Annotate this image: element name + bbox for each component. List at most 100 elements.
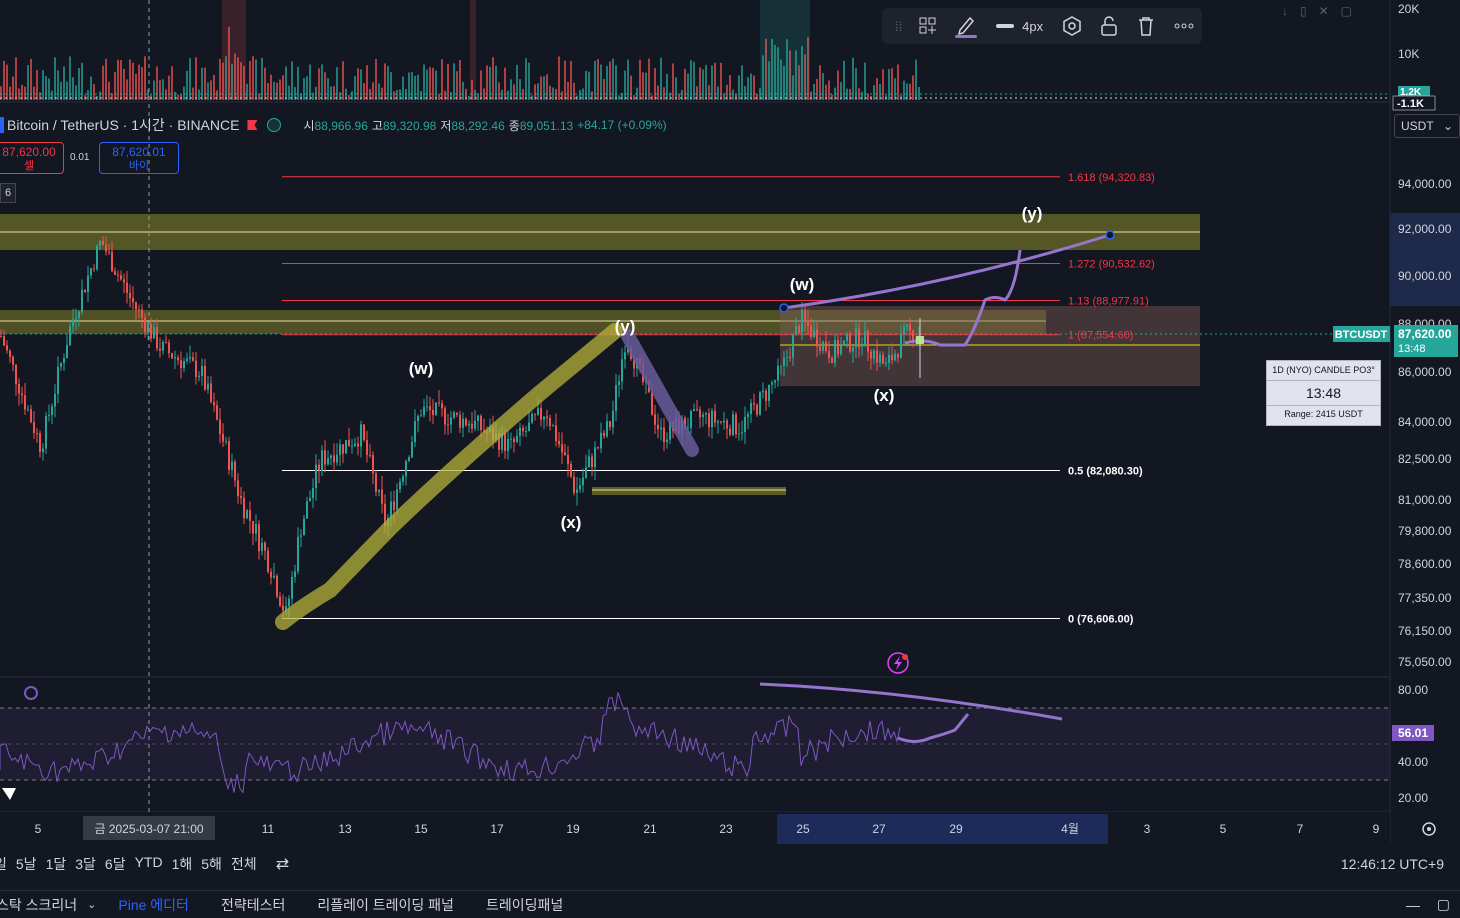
volume-bar bbox=[702, 69, 704, 100]
tab-replay-panel[interactable]: 리플레이 트레이딩 패널 bbox=[317, 896, 454, 913]
volume-bar bbox=[0, 86, 2, 100]
candle-body bbox=[804, 309, 806, 321]
candle-body bbox=[60, 362, 62, 367]
volume-bar bbox=[693, 61, 695, 100]
volume-bar bbox=[15, 57, 17, 100]
volume-bar bbox=[225, 56, 227, 100]
volume-bar bbox=[696, 86, 698, 100]
candle-body bbox=[225, 441, 227, 443]
symbol-name[interactable]: Bitcoin / TetherUS · 1시간 · BINANCE bbox=[7, 117, 240, 133]
candle-body bbox=[0, 336, 2, 337]
maximize-icon[interactable]: ▢ bbox=[1340, 4, 1353, 18]
symbol-marker bbox=[0, 117, 4, 133]
candle-body bbox=[375, 473, 377, 492]
lightning-alert-icon[interactable] bbox=[887, 652, 909, 674]
close-icon[interactable]: ✕ bbox=[1318, 4, 1329, 18]
candle-body bbox=[468, 423, 470, 426]
candle-body bbox=[198, 375, 200, 378]
tab-screener[interactable]: 스탁 스크리너 bbox=[0, 896, 78, 913]
timeframe-4[interactable]: 6달 bbox=[104, 856, 126, 872]
volume-bar bbox=[375, 59, 377, 100]
settings-icon[interactable] bbox=[1422, 822, 1436, 836]
indicator-count[interactable]: 6 bbox=[0, 183, 16, 203]
delete-pane-icon[interactable]: ▯ bbox=[1300, 4, 1307, 18]
candle-body bbox=[150, 323, 152, 339]
volume-bar bbox=[498, 82, 500, 100]
volume-bar bbox=[120, 60, 122, 100]
volume-bar bbox=[609, 61, 611, 100]
volume-bar bbox=[615, 65, 617, 100]
line-width-button[interactable]: 4px bbox=[986, 8, 1054, 44]
chevron-down-icon[interactable]: ⌄ bbox=[87, 899, 97, 911]
arrow-down-icon[interactable]: ↓ bbox=[1282, 4, 1288, 18]
volume-bar bbox=[354, 76, 356, 100]
add-template-icon[interactable] bbox=[909, 8, 946, 44]
timeframe-2[interactable]: 1달 bbox=[45, 856, 67, 872]
trash-icon[interactable] bbox=[1128, 8, 1165, 44]
candle-body bbox=[819, 346, 821, 351]
minimize-icon[interactable]: — bbox=[1406, 896, 1420, 913]
candle-body bbox=[222, 433, 224, 442]
volume-bar bbox=[864, 62, 866, 100]
volume-bar bbox=[57, 70, 59, 100]
volume-bar bbox=[489, 66, 491, 100]
candle-body bbox=[858, 328, 860, 348]
tab-pine-editor[interactable]: Pine 에디터 bbox=[118, 896, 189, 913]
buy-button[interactable]: 87,620.01 바이 bbox=[99, 142, 179, 174]
volume-bar bbox=[813, 83, 815, 100]
volume-bar bbox=[402, 76, 404, 100]
flag-icon[interactable] bbox=[247, 120, 258, 130]
pen-color-icon[interactable] bbox=[947, 8, 986, 44]
volume-bar bbox=[237, 57, 239, 100]
candle-body bbox=[900, 334, 902, 358]
candle-body bbox=[354, 443, 356, 446]
date-range-icon[interactable]: ⇄ bbox=[275, 856, 290, 873]
maximize-panel-icon[interactable]: ▢ bbox=[1436, 896, 1450, 912]
rsi-value: 56.01 bbox=[1398, 726, 1428, 740]
tab-strategy-tester[interactable]: 전략테스터 bbox=[220, 896, 286, 913]
tab-trading-panel[interactable]: 트레이딩패널 bbox=[485, 896, 564, 913]
market-status-icon[interactable] bbox=[267, 118, 282, 132]
volume-bar bbox=[585, 70, 587, 100]
volume-bar bbox=[336, 67, 338, 100]
candle-body bbox=[255, 524, 257, 534]
buy-price: 87,620.01 bbox=[112, 145, 166, 159]
candle-body bbox=[657, 424, 659, 430]
volume-bar bbox=[897, 64, 899, 100]
volume-bar bbox=[732, 89, 734, 100]
drag-handle-icon[interactable]: ⁞⁞ bbox=[895, 18, 903, 34]
volume-bar bbox=[825, 84, 827, 100]
price-candles bbox=[0, 235, 920, 617]
timeframe-1[interactable]: 5날 bbox=[15, 856, 37, 872]
currency-select[interactable]: USDT ⌄ bbox=[1394, 114, 1460, 138]
volume-bar bbox=[309, 64, 311, 100]
volume-bar bbox=[672, 63, 674, 100]
candle-body bbox=[357, 443, 359, 447]
unlock-icon[interactable] bbox=[1091, 8, 1128, 44]
timeframe-8[interactable]: 전체 bbox=[230, 856, 257, 872]
candle-body bbox=[366, 440, 368, 455]
timeframe-7[interactable]: 5해 bbox=[201, 856, 222, 872]
settings-hex-icon[interactable] bbox=[1054, 8, 1091, 44]
volume-bar bbox=[906, 83, 908, 100]
volume-bar bbox=[384, 63, 386, 100]
volume-bar bbox=[798, 65, 800, 100]
volume-bar bbox=[363, 82, 365, 100]
refresh-icon[interactable] bbox=[24, 686, 38, 700]
more-icon[interactable] bbox=[1165, 8, 1202, 44]
sell-button[interactable]: 87,620.00 셀 bbox=[0, 142, 64, 174]
timeframe-3[interactable]: 3달 bbox=[75, 856, 96, 872]
volume-highlight bbox=[760, 0, 810, 100]
timeframe-5[interactable]: YTD bbox=[134, 854, 163, 870]
volume-bar bbox=[687, 73, 689, 100]
ohlc-open-label: 시 bbox=[303, 118, 315, 133]
fibonacci-levels: 1.618 (94,320.83) 1.272 (90,532.62) 1.13 (… bbox=[282, 172, 1155, 625]
timeframe-0[interactable]: 일 bbox=[0, 856, 7, 872]
clock[interactable]: 12:46:12 UTC+9 bbox=[1340, 856, 1444, 872]
volume-badge-2: -1.1K bbox=[1397, 98, 1424, 110]
candle-body bbox=[864, 330, 866, 347]
candle-body bbox=[291, 576, 293, 599]
volume-bar bbox=[330, 86, 332, 100]
timeframe-6[interactable]: 1해 bbox=[171, 856, 193, 872]
